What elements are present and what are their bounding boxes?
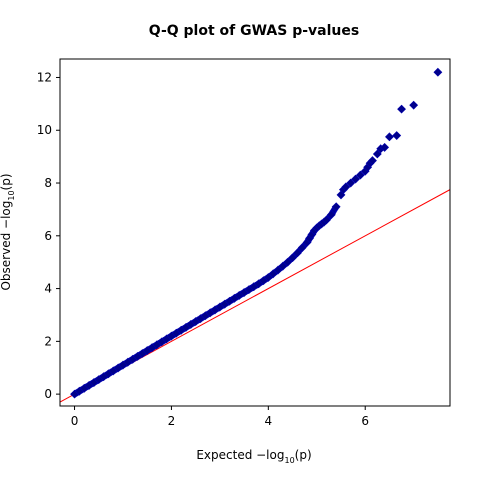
y-tick-label: 4: [44, 282, 52, 296]
y-axis-label: Observed −log10(p): [0, 173, 16, 290]
x-tick-label: 0: [71, 414, 79, 428]
y-axis: 0 2 4 6 8 10 12: [37, 70, 60, 401]
data-points: [70, 67, 443, 399]
qq-point: [326, 210, 336, 220]
y-tick-label: 6: [44, 229, 52, 243]
qq-point: [397, 104, 406, 114]
x-tick-label: 4: [265, 414, 273, 428]
y-axis-label-prefix: Observed −log: [0, 201, 13, 291]
qq-point: [297, 243, 307, 253]
chart-title: Q-Q plot of GWAS p-values: [149, 23, 359, 39]
y-tick-label: 8: [44, 176, 52, 190]
qq-point: [273, 265, 283, 275]
qq-point: [355, 170, 365, 180]
qq-point: [292, 248, 302, 258]
qq-point: [283, 257, 293, 267]
x-axis-label: Expected −log10(p): [196, 448, 311, 465]
qq-point: [351, 174, 360, 184]
qq-point: [268, 269, 278, 279]
qq-point: [385, 132, 394, 142]
x-axis: 0 2 4 6: [71, 406, 369, 428]
qq-point: [433, 67, 443, 77]
y-axis-label-sub: 10: [7, 190, 16, 200]
qq-point: [380, 142, 390, 152]
y-tick-label: 10: [37, 123, 52, 137]
qq-point: [331, 202, 341, 212]
qq-point: [409, 100, 419, 110]
x-axis-label-sub: 10: [284, 456, 294, 465]
qq-point: [372, 149, 382, 159]
y-tick-label: 2: [44, 334, 52, 348]
y-tick-label: 0: [44, 387, 52, 401]
qq-point: [392, 131, 402, 140]
x-tick-label: 2: [168, 414, 176, 428]
y-tick-label: 12: [37, 70, 52, 84]
qq-point: [322, 215, 331, 225]
qq-point: [278, 261, 288, 271]
x-tick-label: 6: [361, 414, 369, 428]
x-axis-label-suffix: (p): [295, 448, 312, 462]
plot-frame: [59, 58, 451, 407]
qq-point: [368, 156, 377, 166]
y-axis-label-suffix: (p): [0, 173, 13, 190]
qq-point: [341, 182, 351, 192]
qq-point: [346, 178, 356, 188]
qq-point: [263, 273, 273, 282]
x-axis-label-prefix: Expected −log: [196, 448, 284, 462]
qq-point: [288, 253, 297, 263]
